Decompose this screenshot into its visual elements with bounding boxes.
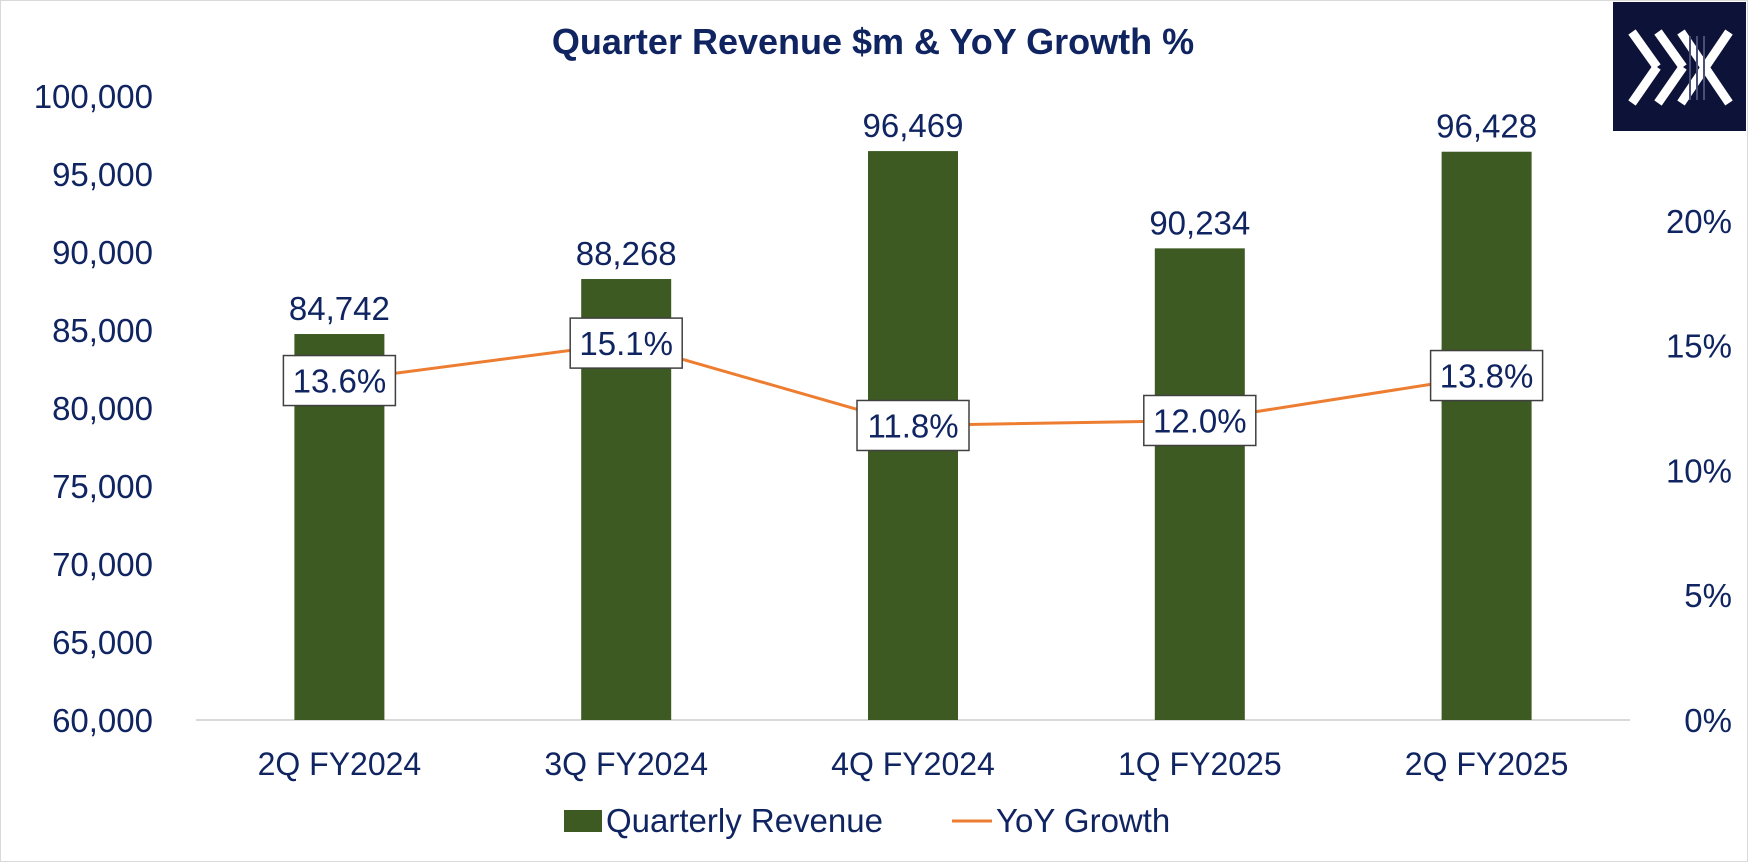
category-label: 3Q FY2024 <box>544 746 708 782</box>
growth-label-text: 12.0% <box>1153 402 1247 439</box>
legend-label-revenue: Quarterly Revenue <box>606 802 883 839</box>
growth-labels: 13.6% 15.1% 11.8% 12.0% 13.8% <box>282 317 1544 452</box>
growth-label-text: 11.8% <box>867 407 958 444</box>
right-axis-tick-label: 15% <box>1666 328 1732 365</box>
right-axis: 0% 5% 10% 15% 20% <box>1666 203 1732 739</box>
chart-title: Quarter Revenue $m & YoY Growth % <box>552 21 1194 62</box>
revenue-value-label: 96,428 <box>1436 108 1537 145</box>
revenue-labels: 84,742 88,268 96,469 90,234 96,428 <box>289 107 1537 327</box>
category-labels: 2Q FY2024 3Q FY2024 4Q FY2024 1Q FY2025 2Q F… <box>258 746 1569 782</box>
growth-label: 11.8% <box>856 399 970 452</box>
category-label: 2Q FY2025 <box>1405 746 1569 782</box>
x-logo-icon <box>1613 2 1746 131</box>
right-axis-tick-label: 5% <box>1684 577 1732 614</box>
growth-label: 13.6% <box>282 354 397 407</box>
revenue-value-label: 88,268 <box>576 235 677 272</box>
legend-swatch-revenue <box>564 810 602 832</box>
legend-label-growth: YoY Growth <box>996 802 1170 839</box>
right-axis-tick-label: 20% <box>1666 203 1732 240</box>
growth-label-box <box>1143 394 1257 447</box>
left-axis-tick-label: 95,000 <box>52 156 153 193</box>
left-axis-tick-label: 85,000 <box>52 312 153 349</box>
left-axis-tick-label: 80,000 <box>52 390 153 427</box>
growth-label-text: 13.8% <box>1440 358 1534 395</box>
growth-label: 13.8% <box>1429 349 1544 402</box>
growth-label-text: 15.1% <box>579 325 673 362</box>
left-axis-tick-label: 90,000 <box>52 234 153 271</box>
growth-label-box <box>282 354 397 407</box>
revenue-bar <box>1154 248 1245 720</box>
right-axis-tick-label: 0% <box>1684 702 1732 739</box>
left-axis-tick-label: 65,000 <box>52 624 153 661</box>
growth-label: 12.0% <box>1143 394 1257 447</box>
left-axis-tick-label: 70,000 <box>52 546 153 583</box>
legend: Quarterly Revenue YoY Growth <box>564 802 1170 839</box>
right-axis-tick-label: 10% <box>1666 452 1732 489</box>
growth-label-box <box>569 317 683 369</box>
revenue-value-label: 90,234 <box>1149 204 1250 241</box>
growth-label-text: 13.6% <box>293 363 387 400</box>
growth-label-box <box>1429 349 1544 402</box>
left-axis: 60,000 65,000 70,000 75,000 80,000 85,000 90,0… <box>34 78 153 739</box>
category-label: 1Q FY2025 <box>1118 746 1282 782</box>
left-axis-tick-label: 100,000 <box>34 78 153 115</box>
left-axis-tick-label: 60,000 <box>52 702 153 739</box>
category-label: 2Q FY2024 <box>258 746 422 782</box>
category-label: 4Q FY2024 <box>831 746 995 782</box>
growth-label-box <box>856 399 970 452</box>
revenue-bar <box>1441 151 1532 720</box>
growth-label: 15.1% <box>569 317 683 369</box>
revenue-value-label: 84,742 <box>289 290 390 327</box>
revenue-value-label: 96,469 <box>863 107 964 144</box>
left-axis-tick-label: 75,000 <box>52 468 153 505</box>
